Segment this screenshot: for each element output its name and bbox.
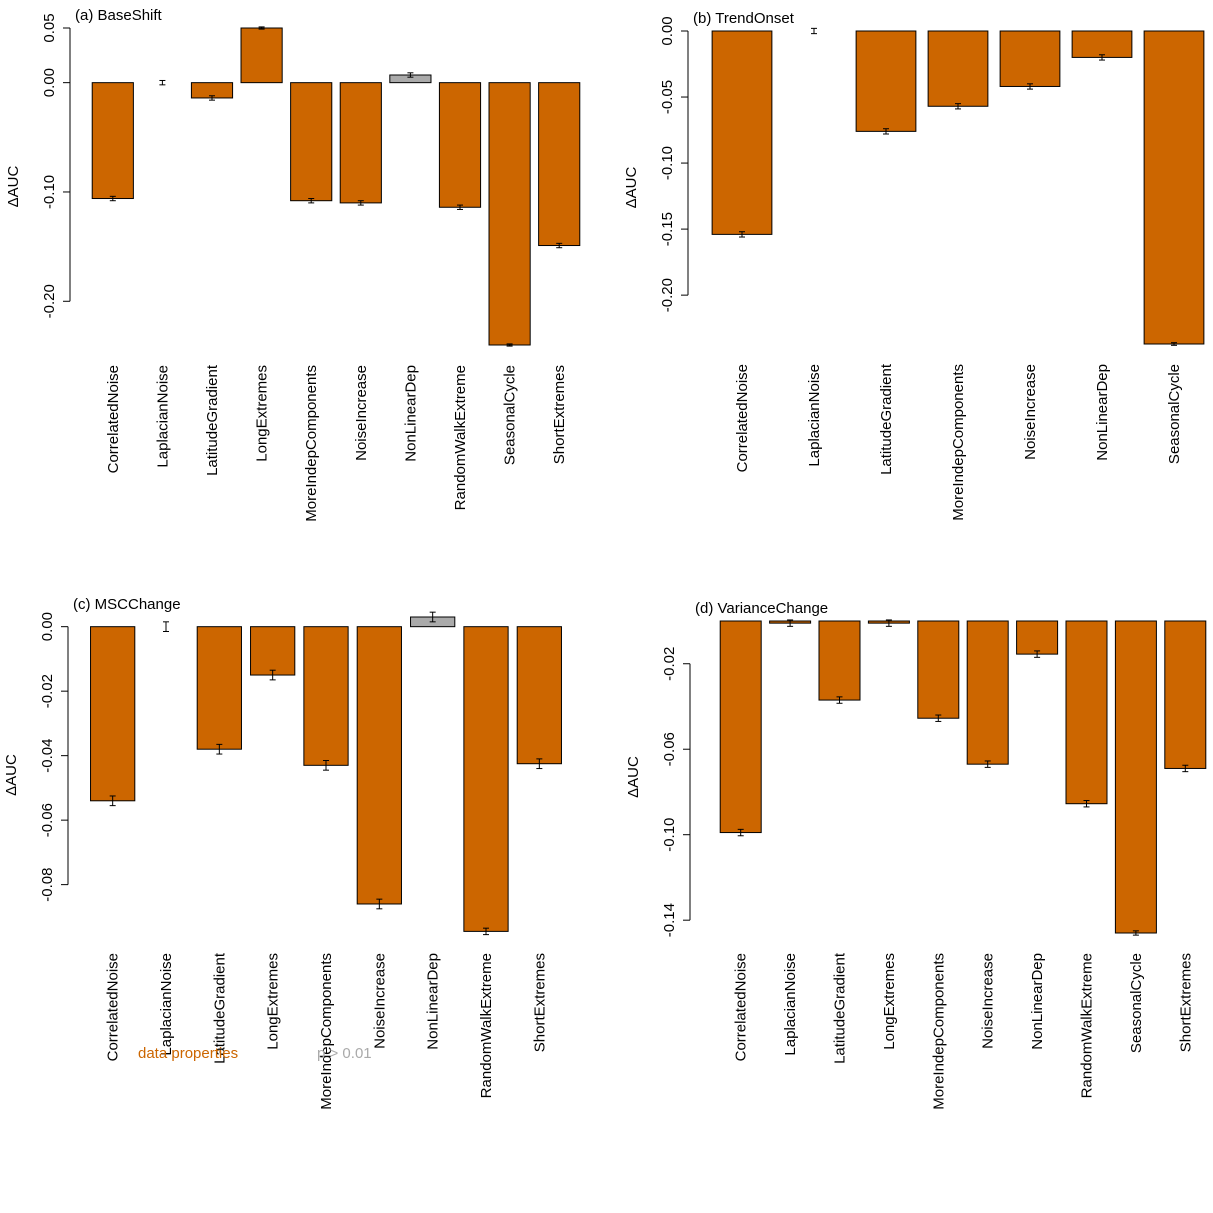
y-tick-label: -0.02 — [39, 674, 56, 708]
bar — [711, 30, 773, 235]
y-tick-label: -0.06 — [39, 803, 56, 837]
x-tick-label: SeasonalCycle — [1166, 364, 1183, 464]
y-tick-label: -0.10 — [659, 146, 676, 180]
x-tick-label: RandomWalkExtreme — [452, 365, 469, 510]
x-tick-label: NonLinearDep — [402, 365, 419, 462]
bar — [999, 30, 1061, 87]
x-tick-label: NonLinearDep — [1094, 364, 1111, 461]
bar — [818, 620, 861, 701]
x-tick-label: LongExtremes — [881, 953, 898, 1050]
bar — [290, 82, 333, 202]
y-tick-label: -0.05 — [659, 80, 676, 114]
y-tick-label: -0.14 — [661, 903, 678, 937]
x-tick-label: LaplacianNoise — [782, 953, 799, 1056]
y-tick-label: 0.05 — [41, 13, 58, 42]
x-tick-label: RandomWalkExtreme — [1079, 953, 1096, 1098]
x-tick-label: LatitudeGradient — [204, 364, 221, 476]
x-tick-label: MoreIndepComponents — [950, 364, 967, 521]
bar — [719, 620, 762, 834]
panel-title: (d) VarianceChange — [695, 600, 828, 617]
bar — [966, 620, 1009, 765]
y-tick-label: 0.00 — [659, 16, 676, 45]
bar — [927, 30, 989, 107]
y-tick-label: -0.02 — [661, 647, 678, 681]
x-tick-label: SeasonalCycle — [1128, 953, 1145, 1053]
bar — [516, 626, 562, 765]
y-tick-label: -0.15 — [659, 212, 676, 246]
panel-title: (b) TrendOnset — [693, 10, 795, 27]
y-tick-label: -0.20 — [41, 284, 58, 318]
legend-entry: data properties — [138, 1045, 238, 1062]
x-tick-label: MoreIndepComponents — [930, 953, 947, 1110]
bar — [356, 626, 402, 905]
y-axis-label: ΔAUC — [3, 754, 20, 796]
x-tick-label: LatitudeGradient — [878, 363, 895, 475]
bar — [1143, 30, 1205, 345]
bar — [917, 620, 960, 719]
y-axis-label: ΔAUC — [5, 165, 22, 207]
bar — [1114, 620, 1157, 934]
bar — [196, 626, 242, 750]
x-tick-label: NoiseIncrease — [353, 365, 370, 461]
x-tick-label: LatitudeGradient — [832, 952, 849, 1064]
bar — [1164, 620, 1207, 769]
legend-entry: p > 0.01 — [317, 1045, 372, 1062]
y-tick-label: 0.00 — [41, 68, 58, 97]
bar — [538, 82, 581, 247]
bar — [438, 82, 482, 208]
bar — [303, 626, 349, 766]
x-tick-label: CorrelatedNoise — [734, 364, 751, 472]
x-tick-label: ShortExtremes — [551, 365, 568, 464]
x-tick-label: CorrelatedNoise — [733, 953, 750, 1061]
bar — [1016, 620, 1059, 655]
y-axis-label: ΔAUC — [623, 166, 640, 208]
x-tick-label: LaplacianNoise — [806, 364, 823, 467]
bar — [240, 27, 283, 84]
x-tick-label: ShortExtremes — [531, 953, 548, 1052]
y-axis-label: ΔAUC — [625, 756, 642, 798]
y-tick-label: -0.04 — [39, 739, 56, 773]
bar — [463, 626, 509, 932]
y-tick-label: -0.06 — [661, 732, 678, 766]
x-tick-label: LaplacianNoise — [154, 365, 171, 468]
bar — [855, 30, 917, 132]
x-tick-label: SeasonalCycle — [502, 365, 519, 465]
bar — [488, 82, 531, 346]
x-tick-label: NonLinearDep — [1029, 953, 1046, 1050]
bar — [250, 626, 296, 676]
panel-title: (a) BaseShift — [75, 7, 163, 24]
bar — [1065, 620, 1108, 805]
y-tick-label: -0.20 — [659, 278, 676, 312]
x-tick-label: LongExtremes — [254, 365, 271, 462]
x-tick-label: MoreIndepComponents — [303, 365, 320, 522]
panel-title: (c) MSCChange — [73, 596, 181, 613]
bar — [1071, 30, 1133, 58]
x-tick-label: ShortExtremes — [1177, 953, 1194, 1052]
x-tick-label: LaplacianNoise — [158, 953, 175, 1056]
x-tick-label: NoiseIncrease — [980, 953, 997, 1049]
y-tick-label: -0.10 — [41, 175, 58, 209]
x-tick-label: CorrelatedNoise — [105, 953, 122, 1061]
x-tick-label: MoreIndepComponents — [318, 953, 335, 1110]
bar — [91, 82, 134, 200]
bar — [90, 626, 136, 802]
x-tick-label: CorrelatedNoise — [105, 365, 122, 473]
x-tick-label: RandomWalkExtreme — [478, 953, 495, 1098]
y-tick-label: 0.00 — [39, 612, 56, 641]
y-tick-label: -0.08 — [39, 868, 56, 902]
bar — [339, 82, 382, 204]
x-tick-label: NonLinearDep — [425, 953, 442, 1050]
x-tick-label: LongExtremes — [265, 953, 282, 1050]
x-tick-label: NoiseIncrease — [371, 953, 388, 1049]
x-tick-label: NoiseIncrease — [1022, 364, 1039, 460]
y-tick-label: -0.10 — [661, 818, 678, 852]
x-tick-label: LatitudeGradient — [211, 952, 228, 1064]
